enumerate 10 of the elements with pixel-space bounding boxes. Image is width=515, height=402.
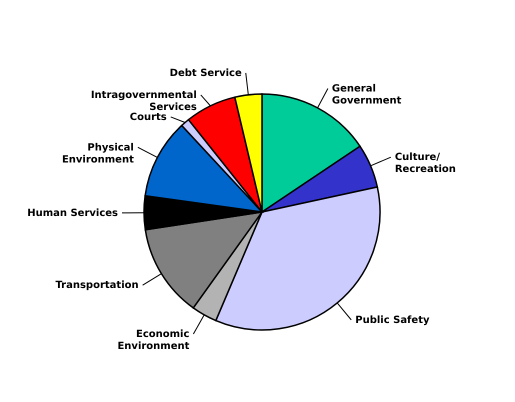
slice-label: Transportation — [55, 280, 139, 292]
slice-label: Courts — [130, 112, 167, 123]
slice-label: Debt Service — [170, 68, 242, 79]
slice-label: Public Safety — [355, 314, 430, 326]
slice-label: General Government — [332, 83, 402, 106]
slice-label: Economic Environment — [117, 329, 190, 352]
slice-label: Culture/ Recreation — [394, 152, 456, 176]
slice-label: Physical Environment — [62, 142, 134, 166]
slice-label: Intragovernmental Services — [90, 90, 197, 113]
slice-label: Human Services — [27, 208, 118, 219]
